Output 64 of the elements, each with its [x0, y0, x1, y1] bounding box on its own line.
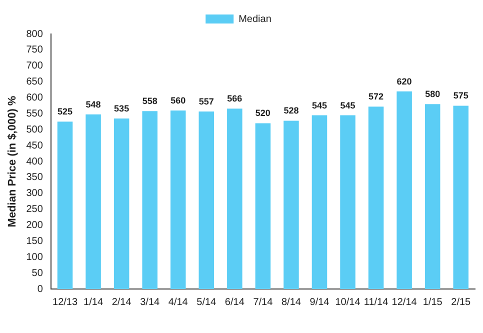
y-tick-label: 800 [26, 28, 44, 40]
data-label: 520 [255, 108, 270, 118]
y-tick-label: 750 [26, 44, 44, 56]
bar [57, 122, 73, 289]
legend-label: Median [238, 14, 272, 25]
bar [198, 111, 214, 289]
bar [170, 110, 186, 289]
data-label: 620 [396, 76, 412, 86]
bar [86, 114, 101, 289]
x-tick-label: 2/14 [112, 296, 132, 308]
y-tick-label: 150 [26, 236, 44, 247]
x-tick-label: 1/15 [422, 296, 443, 308]
data-label: 580 [425, 89, 440, 100]
y-tick-label: 50 [32, 268, 44, 279]
y-tick-label: 350 [26, 172, 44, 184]
x-tick-label: 12/13 [52, 296, 78, 308]
x-tick-label: 6/14 [224, 296, 245, 308]
data-label: 545 [340, 100, 356, 110]
y-tick-label: 500 [26, 124, 44, 136]
data-label: 560 [170, 95, 186, 106]
x-tick-label: 11/14 [364, 296, 389, 308]
y-axis-title: Median Price (in $,000) % [6, 96, 19, 228]
bar [284, 120, 299, 289]
data-label: 557 [198, 96, 214, 106]
data-label: 528 [284, 106, 299, 116]
bar [114, 118, 130, 289]
data-label: 566 [227, 94, 242, 104]
x-tick-label: 8/14 [281, 296, 302, 308]
data-label: 572 [368, 92, 384, 102]
x-tick-label: 1/14 [84, 296, 104, 308]
bar [340, 115, 356, 289]
x-tick-label: 10/14 [335, 296, 361, 308]
x-tick-label: 12/14 [392, 296, 418, 308]
y-tick-label: 250 [26, 204, 44, 216]
x-tick-label: 2/15 [451, 296, 472, 308]
bar [227, 108, 242, 289]
y-tick-label: 400 [26, 156, 44, 168]
data-label: 575 [453, 90, 468, 101]
data-label: 525 [58, 106, 73, 117]
y-tick-label: 300 [26, 188, 44, 200]
y-tick-label: 550 [26, 108, 44, 120]
data-label: 558 [142, 96, 158, 106]
y-tick-label: 600 [26, 92, 44, 104]
bar [368, 106, 384, 289]
data-label: 535 [114, 103, 130, 114]
data-label: 545 [312, 100, 328, 110]
x-tick-label: 7/14 [253, 296, 274, 308]
y-tick-label: 450 [26, 140, 44, 152]
y-tick-label: 100 [26, 252, 44, 263]
y-tick-label: 700 [26, 60, 44, 72]
x-tick-label: 4/14 [168, 296, 188, 308]
bar [255, 123, 271, 289]
y-tick-label: 0 [37, 284, 44, 295]
bar [396, 91, 412, 289]
bar [142, 111, 158, 289]
data-label: 548 [86, 99, 101, 110]
y-tick-label: 650 [26, 76, 44, 88]
y-tick-label: 200 [26, 220, 44, 231]
x-tick-label: 9/14 [310, 296, 330, 308]
bar [312, 115, 328, 289]
bar [424, 104, 440, 289]
bar [453, 106, 468, 289]
x-tick-label: 5/14 [196, 296, 217, 308]
x-tick-label: 3/14 [140, 296, 160, 308]
